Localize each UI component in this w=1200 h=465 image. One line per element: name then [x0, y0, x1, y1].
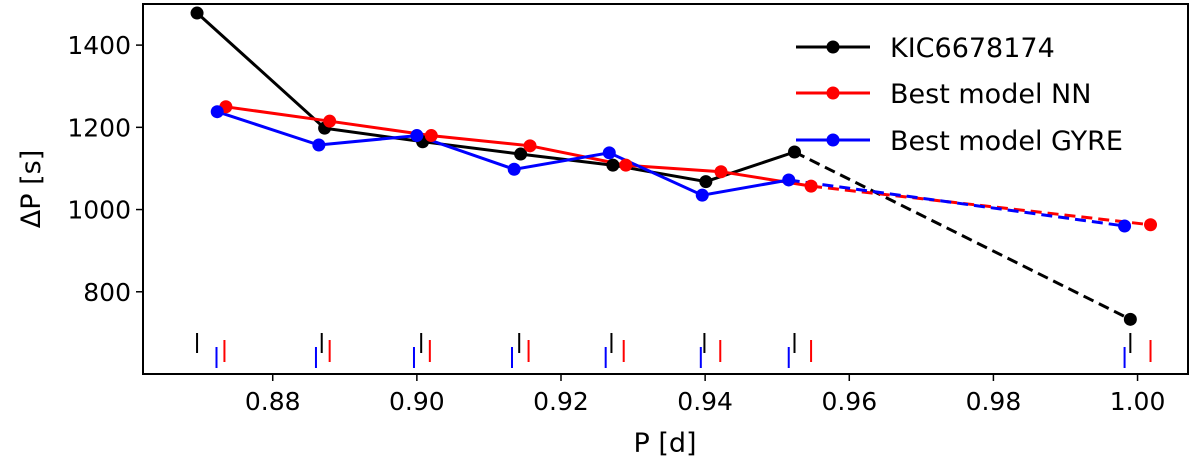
y-tick-label: 1400 [67, 31, 131, 60]
data-point [1118, 219, 1132, 233]
data-point [782, 173, 796, 187]
data-point [714, 165, 728, 179]
marks-layer [196, 333, 1152, 368]
data-point [312, 138, 326, 152]
x-tick-label: 0.92 [533, 387, 589, 416]
y-tick-label: 1200 [67, 113, 131, 142]
x-tick-label: 0.90 [389, 387, 445, 416]
legend-label: Best model NN [890, 79, 1091, 110]
legend-label: Best model GYRE [890, 126, 1123, 157]
x-tick-label: 0.98 [966, 387, 1022, 416]
data-point [804, 179, 818, 193]
y-axis-label: ΔP [s] [16, 150, 47, 228]
x-tick-label: 0.96 [821, 387, 877, 416]
data-point [424, 129, 438, 143]
series-line-dashed [793, 150, 1131, 321]
series-line [196, 11, 795, 184]
legend-marker [826, 133, 840, 147]
data-point [323, 114, 337, 128]
x-tick-label: 1.00 [1110, 387, 1166, 416]
data-point [507, 162, 521, 176]
x-tick-label: 0.88 [245, 387, 301, 416]
axes-layer: 0.88 0.90 0.92 0.94 0.96 0.98 1.00 800 1000 1200 1… [67, 31, 1165, 416]
x-tick-label: 0.94 [677, 387, 733, 416]
data-point [190, 6, 204, 20]
points-layer [190, 6, 1158, 326]
data-point [606, 158, 620, 172]
legend-marker [826, 40, 840, 54]
data-point [514, 147, 528, 161]
y-tick-label: 800 [83, 278, 131, 307]
series-line-dashed [788, 178, 1125, 228]
x-axis-label: P [d] [633, 428, 696, 459]
data-point [210, 105, 224, 119]
legend: KIC6678174 Best model NN Best model GYRE [796, 33, 1123, 157]
data-point [410, 129, 424, 143]
data-point [695, 188, 709, 202]
data-point [1144, 218, 1158, 232]
data-point [619, 158, 633, 172]
plot-frame [142, 3, 1189, 375]
data-point [699, 175, 713, 189]
data-point [1123, 312, 1137, 326]
legend-marker [826, 86, 840, 100]
data-point [602, 146, 616, 160]
data-point [788, 145, 802, 159]
data-point [523, 139, 537, 153]
legend-label: KIC6678174 [890, 33, 1055, 64]
y-tick-label: 1000 [67, 196, 131, 225]
